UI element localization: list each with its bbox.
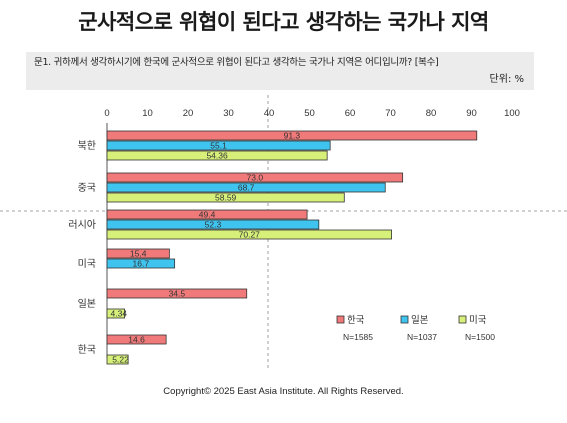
x-tick-label: 0 xyxy=(104,108,109,119)
data-label: 52.3 xyxy=(205,220,222,230)
x-tick-label: 60 xyxy=(345,108,356,119)
category-label: 러시아 xyxy=(68,219,96,231)
data-label: 55.1 xyxy=(210,141,227,151)
bar xyxy=(106,140,331,151)
category-label: 중국 xyxy=(78,182,96,194)
bar xyxy=(106,130,478,141)
legend-sample-size: N=1585 xyxy=(343,332,373,342)
bar xyxy=(106,182,386,193)
data-label: 70.27 xyxy=(239,230,261,240)
data-label: 73.0 xyxy=(247,173,264,183)
category-label: 한국 xyxy=(78,344,96,356)
legend-label: 일본 xyxy=(411,315,429,326)
data-label: 5.22 xyxy=(112,355,129,365)
bar xyxy=(106,150,328,161)
data-label: 91.3 xyxy=(284,131,301,141)
data-label: 14.6 xyxy=(128,335,145,345)
x-tick-label: 20 xyxy=(183,108,194,119)
category-label: 일본 xyxy=(78,298,96,310)
bar xyxy=(106,354,129,365)
bar xyxy=(106,209,308,220)
legend-label: 한국 xyxy=(347,315,365,326)
bar xyxy=(106,258,176,269)
legend-sample-size: N=1037 xyxy=(407,332,437,342)
bar xyxy=(106,248,170,259)
bar xyxy=(106,334,167,345)
x-tick-label: 100 xyxy=(504,108,520,119)
bar xyxy=(106,192,345,203)
x-tick-label: 70 xyxy=(385,108,396,119)
data-label: 15.4 xyxy=(130,249,147,259)
data-label: 49.4 xyxy=(199,210,216,220)
bar xyxy=(106,229,392,240)
data-label: 16.7 xyxy=(133,259,150,269)
bar xyxy=(106,172,404,183)
question-text: 문1. 귀하께서 생각하시기에 한국에 군사적으로 위협이 된다고 생각하는 국… xyxy=(34,57,439,68)
x-tick-label: 40 xyxy=(264,108,275,119)
category-label: 미국 xyxy=(78,258,96,270)
legend-swatch xyxy=(400,315,409,324)
x-tick-label: 10 xyxy=(142,108,153,119)
question-box: 문1. 귀하께서 생각하시기에 한국에 군사적으로 위협이 된다고 생각하는 국… xyxy=(26,52,534,90)
chart-title: 군사적으로 위협이 된다고 생각하는 국가나 지역 xyxy=(78,10,489,34)
x-tick-label: 30 xyxy=(223,108,234,119)
category-label: 북한 xyxy=(78,140,96,152)
copyright-text: Copyright© 2025 East Asia Institute. All… xyxy=(163,386,404,397)
legend-label: 미국 xyxy=(469,315,487,326)
data-label: 4.34 xyxy=(111,309,128,319)
bar xyxy=(106,219,320,230)
data-label: 68.7 xyxy=(238,183,255,193)
data-label: 58.59 xyxy=(215,193,237,203)
data-label: 54.36 xyxy=(206,151,228,161)
x-tick-label: 80 xyxy=(426,108,437,119)
x-tick-label: 90 xyxy=(466,108,477,119)
bar xyxy=(106,288,248,299)
legend-swatch xyxy=(336,315,345,324)
bar xyxy=(106,308,125,319)
legend-sample-size: N=1500 xyxy=(465,332,495,342)
legend-swatch xyxy=(458,315,467,324)
data-label: 34.5 xyxy=(169,289,186,299)
x-tick-label: 50 xyxy=(304,108,315,119)
unit-label: 단위: % xyxy=(489,74,524,85)
